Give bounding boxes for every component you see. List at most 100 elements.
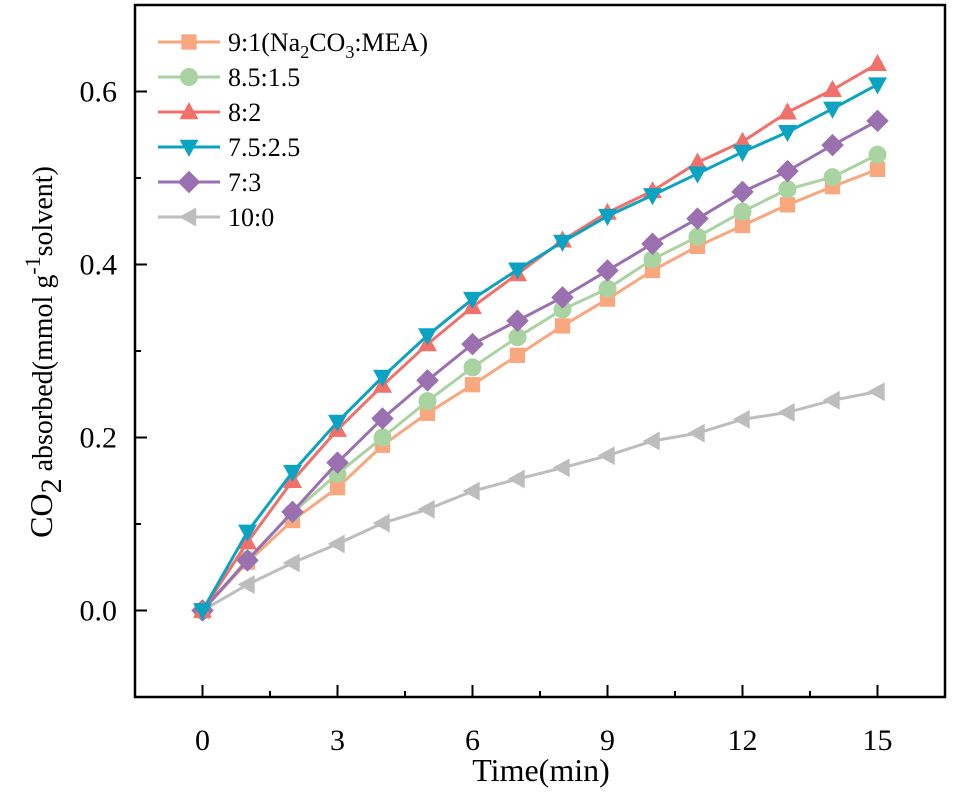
legend-item: 8.5:1.5 xyxy=(158,63,300,92)
data-point xyxy=(416,369,439,392)
data-point xyxy=(418,392,437,411)
legend-label-text: 9:1(Na xyxy=(228,28,301,57)
series-group xyxy=(191,53,889,622)
legend-label: 7.5:2.5 xyxy=(228,133,300,162)
data-point xyxy=(778,180,797,199)
data-point xyxy=(464,377,481,393)
y-axis-title-sup: -1 xyxy=(20,256,45,274)
series-line xyxy=(201,390,878,612)
legend-label-text: CO xyxy=(309,28,345,57)
data-point xyxy=(283,464,302,482)
data-point xyxy=(417,499,435,519)
x-tick-label: 9 xyxy=(600,724,615,757)
data-point xyxy=(463,358,482,377)
legend-marker xyxy=(177,170,201,194)
data-point xyxy=(598,279,617,298)
data-point xyxy=(419,405,436,421)
data-point xyxy=(373,369,392,387)
legend-marker xyxy=(179,102,199,120)
legend-item: 9:1(Na2CO3:MEA) xyxy=(158,28,428,62)
data-point xyxy=(868,145,887,164)
data-point xyxy=(733,131,752,149)
y-axis-title-prefix: CO xyxy=(23,493,59,537)
data-point xyxy=(867,382,885,402)
data-point xyxy=(734,217,751,234)
data-point xyxy=(732,409,750,429)
data-point xyxy=(687,423,705,443)
y-axis-title: CO2 absorbed(mmol g-1solvent) xyxy=(20,166,68,538)
series-line xyxy=(201,62,879,612)
data-point xyxy=(597,446,615,466)
legend-label-text: :MEA) xyxy=(354,28,428,57)
legend-label: 8.5:1.5 xyxy=(228,63,300,92)
data-point xyxy=(372,513,390,533)
legend-label-sub: 2 xyxy=(300,42,309,62)
data-point xyxy=(869,161,886,177)
data-point xyxy=(823,168,842,187)
series-line xyxy=(201,83,879,612)
legend-marker xyxy=(181,34,197,50)
data-point xyxy=(507,469,525,489)
y-axis-title-sub: 2 xyxy=(35,478,68,493)
data-point xyxy=(778,102,797,120)
series-7-5-2-5 xyxy=(193,77,887,621)
data-point xyxy=(506,309,529,332)
data-point xyxy=(328,414,347,432)
legend-item: 10:0 xyxy=(158,203,274,232)
data-point xyxy=(731,180,754,204)
data-point xyxy=(777,402,795,422)
data-point xyxy=(688,152,707,170)
series-8-5-1-5 xyxy=(193,145,887,620)
legend-label: 10:0 xyxy=(228,203,274,232)
data-point xyxy=(776,159,799,183)
y-tick-label: 0.4 xyxy=(80,249,118,282)
data-point xyxy=(823,101,842,119)
axes: 0 3 6 9 12 15 0.0 0.2 0.4 0.6 xyxy=(80,76,893,758)
series-9-1-na2co3-mea- xyxy=(194,161,886,619)
data-point xyxy=(236,549,259,572)
data-point xyxy=(868,53,887,72)
series-line xyxy=(201,119,879,612)
legend-label-sub: 3 xyxy=(345,42,354,62)
data-point xyxy=(733,202,752,221)
data-point xyxy=(281,500,304,524)
y-tick-label: 0.6 xyxy=(80,76,118,109)
legend-item: 8:2 xyxy=(158,98,261,127)
data-point xyxy=(596,259,619,282)
y-axis-title-main: absorbed(mmol g xyxy=(28,275,59,479)
data-point xyxy=(551,286,574,309)
legend-label: 9:1(Na2CO3:MEA) xyxy=(228,28,428,62)
data-point xyxy=(553,300,572,319)
x-tick-label: 3 xyxy=(330,724,345,757)
data-point xyxy=(823,79,842,97)
data-point xyxy=(598,208,617,226)
data-point xyxy=(238,524,257,542)
series-10-0 xyxy=(192,382,885,620)
data-point xyxy=(688,166,707,184)
y-tick-label: 0.0 xyxy=(80,595,118,628)
data-point xyxy=(778,124,797,143)
data-point xyxy=(779,197,796,213)
legend-marker xyxy=(180,68,198,86)
data-point xyxy=(371,407,394,430)
legend-marker xyxy=(179,207,197,227)
data-point xyxy=(552,458,570,478)
data-point xyxy=(553,234,572,252)
x-tick-label: 0 xyxy=(195,724,210,757)
data-point xyxy=(686,207,709,230)
data-point xyxy=(733,144,752,162)
x-tick-label: 6 xyxy=(465,724,480,757)
data-point xyxy=(822,390,840,410)
data-point xyxy=(688,227,707,246)
legend-marker xyxy=(179,139,199,157)
data-point xyxy=(866,109,889,133)
data-point xyxy=(643,188,662,206)
data-point xyxy=(326,451,349,474)
data-point xyxy=(327,534,345,554)
x-tick-label: 12 xyxy=(728,724,758,757)
data-point xyxy=(462,481,480,501)
data-point xyxy=(373,428,392,447)
data-point xyxy=(509,347,526,363)
data-point xyxy=(642,431,660,451)
legend-item: 7:3 xyxy=(158,168,261,197)
